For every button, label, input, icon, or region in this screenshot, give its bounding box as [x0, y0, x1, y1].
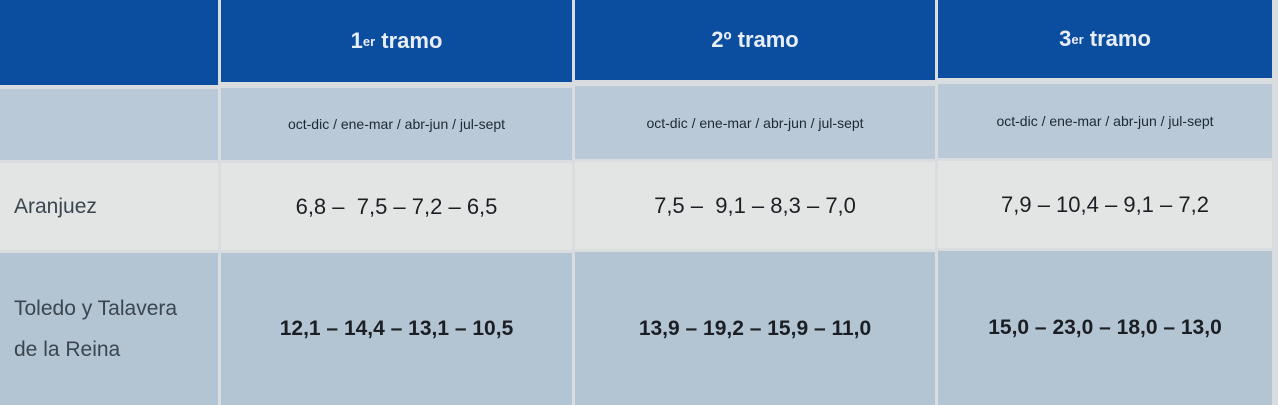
period-cell: oct-dic / ene-mar / abr-jun / jul-sept	[575, 86, 935, 159]
tramo-superscript: er	[1071, 31, 1084, 47]
tramo-number: 3	[1059, 26, 1072, 51]
subheader-empty-cell	[0, 89, 218, 160]
tramo-label: 2º tramo	[711, 27, 799, 52]
header-tramo-1: 1 er tramo	[221, 0, 572, 82]
row-label-toledo: Toledo y Talavera de la Reina	[0, 253, 190, 405]
value-cell: 6,8 – 7,5 – 7,2 – 6,5	[221, 163, 572, 250]
value-cell: 12,1 – 14,4 – 13,1 – 10,5	[221, 253, 572, 405]
tramo-superscript: er	[362, 33, 376, 49]
tramo-number: 1	[350, 28, 363, 53]
value-cell: 7,5 – 9,1 – 8,3 – 7,0	[575, 162, 935, 249]
value-cell: 7,9 – 10,4 – 9,1 – 7,2	[938, 161, 1272, 248]
period-cell: oct-dic / ene-mar / abr-jun / jul-sept	[938, 84, 1272, 158]
tramo-label: tramo	[375, 28, 443, 53]
value-cell: 15,0 – 23,0 – 18,0 – 13,0	[938, 251, 1272, 405]
row-label-bg	[190, 253, 218, 405]
header-empty-cell	[0, 0, 218, 85]
header-tramo-2: 2º tramo	[575, 0, 935, 80]
row-label-aranjuez: Aranjuez	[0, 163, 218, 250]
tramo-label: tramo	[1083, 26, 1151, 51]
value-cell: 13,9 – 19,2 – 15,9 – 11,0	[575, 252, 935, 405]
period-cell: oct-dic / ene-mar / abr-jun / jul-sept	[221, 88, 572, 160]
header-tramo-3: 3 er tramo	[938, 0, 1272, 78]
